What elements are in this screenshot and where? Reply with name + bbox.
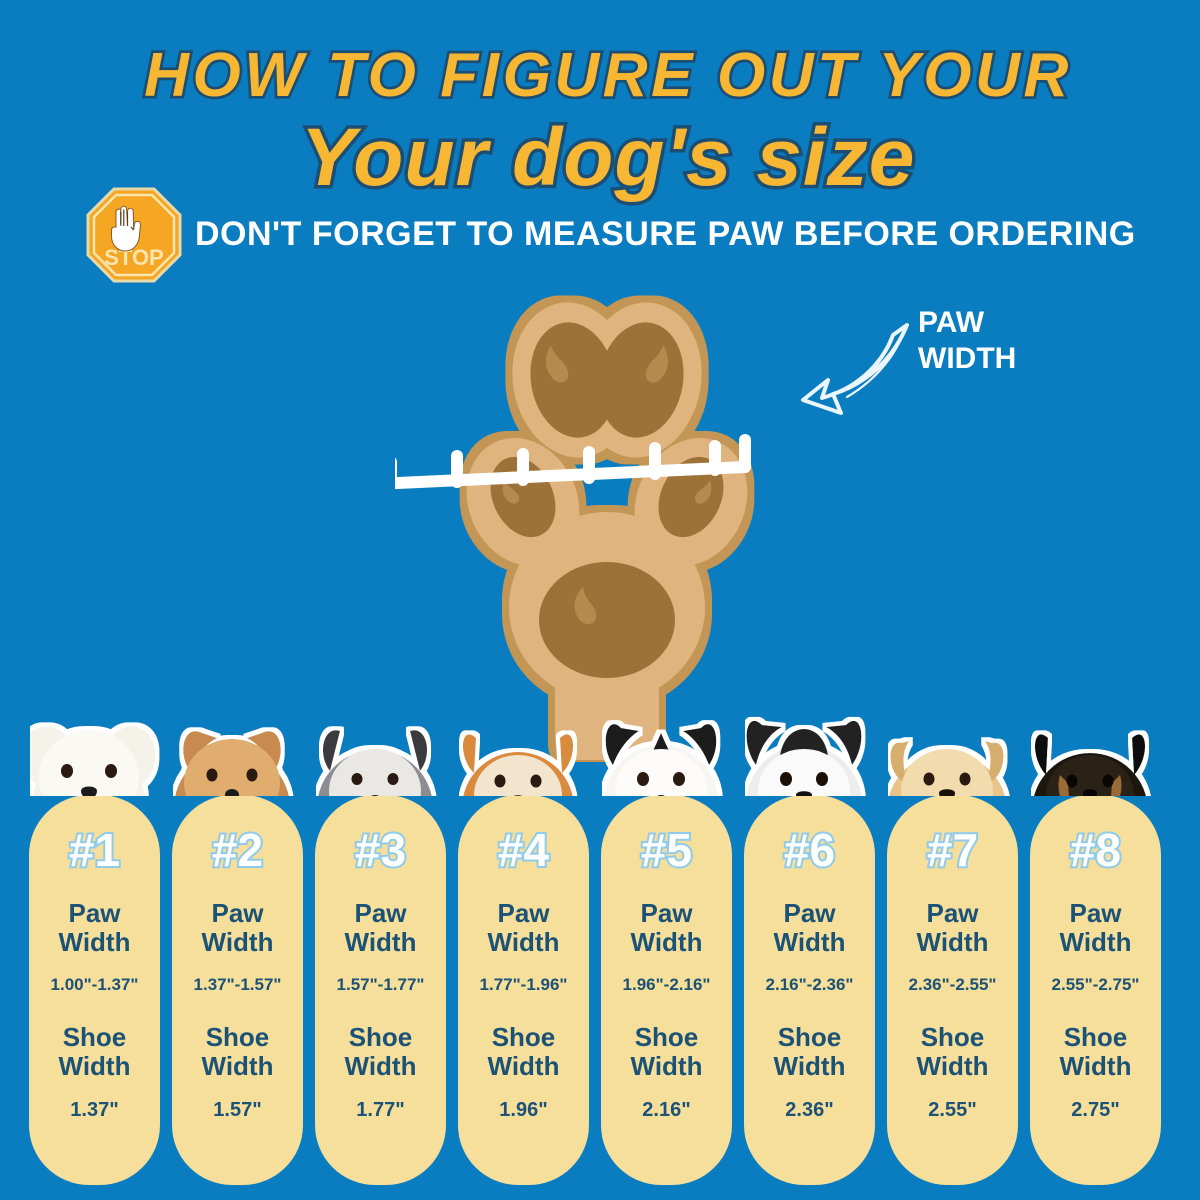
svg-text:STOP: STOP — [104, 245, 164, 270]
